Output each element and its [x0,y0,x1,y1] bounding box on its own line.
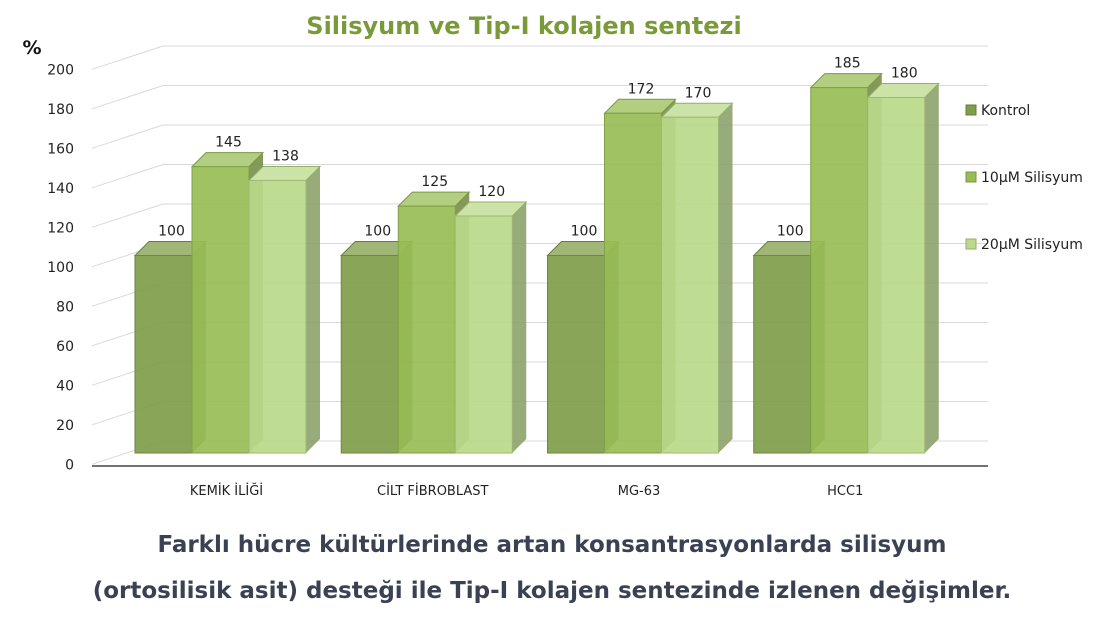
data-label: 100 [777,224,804,240]
bar [248,179,307,454]
bar [867,97,926,454]
x-axis-categories: KEMİK İLİĞİ CİLT FİBROBLAST MG-63 HCC1 [190,483,863,499]
y-tick-label: 20 [56,418,74,434]
bar [604,112,662,454]
bar-side [718,103,733,453]
grid-diagonal [91,164,164,189]
y-tick-label: 100 [47,260,74,276]
grid-diagonal [91,85,164,110]
y-tick-label: 80 [56,299,74,315]
bar-groups [133,73,940,454]
data-label: 100 [158,224,185,240]
chart-title: Silisyum ve Tip-I kolajen sentezi [306,12,741,40]
legend-swatch [965,104,977,116]
data-label: 185 [834,56,861,72]
data-label: 170 [685,85,712,101]
bar [134,255,193,454]
y-tick-label: 160 [47,141,74,157]
y-tick-label: 200 [47,62,74,78]
legend-swatch [965,171,977,183]
bar [397,205,456,454]
legend-label: Kontrol [981,103,1030,119]
bar-group [340,191,528,454]
grid-diagonal [91,45,164,70]
y-tick-label: 60 [56,339,74,355]
data-labels: 100 145 138 100 125 120 100 172 170 100 185 180 [158,56,917,240]
caption-line-2: (ortosilisik asit) desteği ile Tip-I kol… [92,578,1012,604]
bar [753,255,812,454]
data-label: 125 [421,174,448,190]
data-label: 172 [628,81,655,97]
x-category-label: HCC1 [827,484,863,499]
legend-swatch [965,238,977,250]
bar [454,215,513,454]
bar-group [752,73,940,454]
y-tick-label: 0 [65,457,74,473]
bar-side [306,166,320,453]
y-axis-ticks: 0 20 40 60 80 100 120 140 160 180 200 [47,62,74,473]
bar-side [924,83,939,453]
data-label: 100 [364,224,391,240]
grid-diagonal [91,203,164,228]
grid-diagonal [91,124,164,149]
data-label: 145 [215,135,242,151]
legend: Kontrol 10μM Silisyum 20μM Silisyum [965,103,1083,253]
caption-line-1: Farklı hücre kültürlerinde artan konsant… [157,532,947,558]
data-label: 120 [478,184,505,200]
data-label: 100 [571,224,598,240]
y-tick-label: 120 [47,220,74,236]
bar [191,166,250,454]
y-tick-label: 180 [47,102,74,118]
y-tick-label: 40 [56,378,74,394]
y-axis-unit: % [22,37,41,59]
bar-side [512,202,527,453]
bar [810,87,869,454]
x-category-label: KEMİK İLİĞİ [190,483,263,499]
legend-label: 20μM Silisyum [981,237,1083,253]
bar [661,116,719,454]
bar-group [546,98,734,454]
bar [340,255,399,454]
data-label: 138 [272,148,299,164]
x-category-label: CİLT FİBROBLAST [377,483,489,499]
y-tick-label: 140 [47,181,74,197]
data-label: 180 [891,66,918,82]
legend-label: 10μM Silisyum [981,170,1083,186]
x-category-label: MG-63 [618,484,661,499]
bar-group [133,152,322,454]
bar [547,255,605,454]
